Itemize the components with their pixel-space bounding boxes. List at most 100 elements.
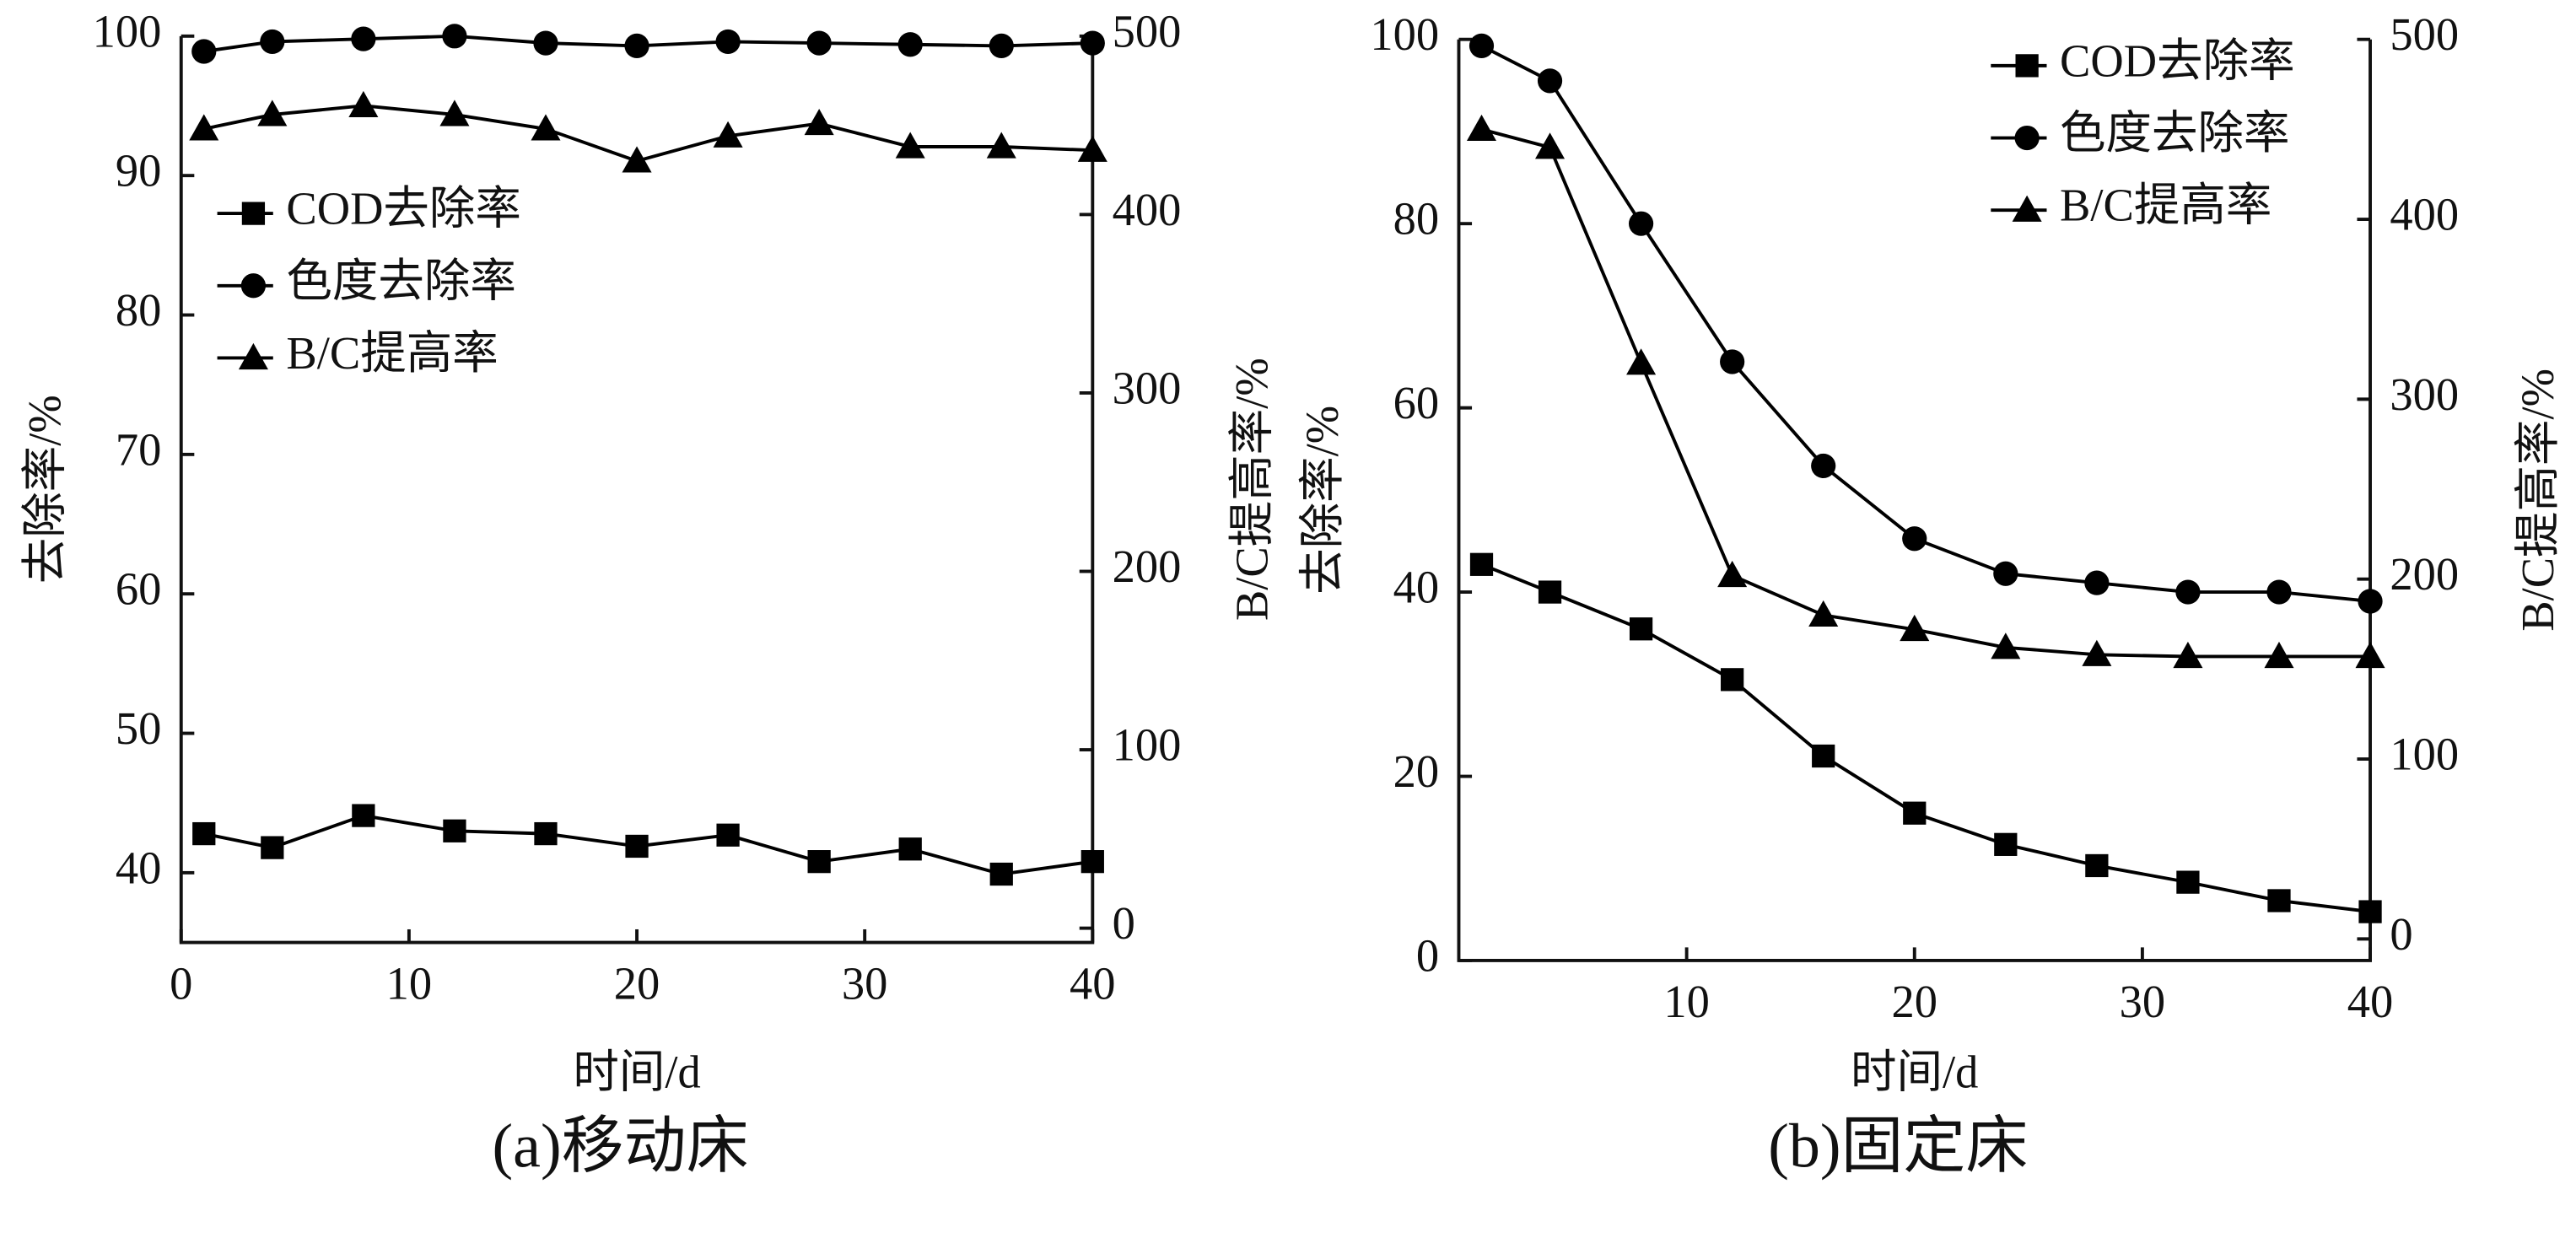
marker-circle [715, 29, 741, 55]
marker-circle [1993, 561, 2018, 586]
x-tick-label: 30 [2120, 976, 2166, 1027]
legend-marker [2015, 54, 2039, 78]
x-tick-label: 40 [2347, 976, 2394, 1027]
marker-square [716, 823, 740, 847]
y2-tick-label: 100 [2390, 729, 2459, 780]
y2-tick-label: 0 [2390, 908, 2412, 960]
marker-square [1994, 832, 2018, 856]
marker-square [2358, 900, 2382, 923]
marker-square [898, 837, 922, 861]
marker-square [1538, 580, 1562, 604]
y2-tick-label: 400 [1113, 184, 1182, 235]
caption: (b)固定床 [1768, 1112, 2028, 1181]
x-axis-label: 时间/d [1851, 1047, 1978, 1098]
marker-square [534, 821, 558, 846]
y-tick-label: 50 [116, 702, 162, 754]
y2-axis-label: B/C提高率/% [1226, 358, 1278, 621]
marker-circle [1720, 349, 1745, 374]
x-tick-label: 30 [842, 958, 888, 1009]
marker-circle [351, 26, 376, 51]
marker-circle [806, 30, 832, 56]
marker-square [807, 850, 831, 874]
marker-triangle [439, 100, 470, 126]
series-line [203, 104, 1093, 163]
x-tick-label: 20 [1892, 976, 1938, 1027]
marker-circle [1537, 68, 1563, 94]
x-tick-label: 20 [614, 958, 660, 1009]
marker-triangle [1626, 348, 1657, 375]
marker-triangle [1991, 632, 2021, 659]
y-tick-label: 80 [1393, 193, 1440, 245]
legend-label: 色度去除率 [2060, 107, 2290, 159]
marker-circle [897, 32, 923, 57]
marker-triangle [257, 100, 288, 126]
marker-square [1081, 850, 1104, 874]
marker-circle [1811, 453, 1836, 479]
y2-tick-label: 100 [1113, 719, 1182, 771]
marker-triangle [622, 146, 652, 173]
marker-triangle [1717, 560, 1748, 588]
y-tick-label: 100 [93, 5, 162, 57]
legend-marker [2012, 195, 2042, 222]
marker-circle [2358, 589, 2383, 614]
caption: (a)移动床 [493, 1112, 749, 1181]
marker-circle [1080, 30, 1105, 56]
x-tick-label: 10 [1663, 976, 1710, 1027]
marker-circle [1469, 33, 1495, 58]
y-tick-label: 100 [1370, 8, 1439, 60]
marker-triangle [531, 114, 561, 141]
y-tick-label: 0 [1416, 929, 1439, 981]
marker-square [192, 821, 216, 846]
marker-square [2267, 889, 2291, 912]
marker-circle [2266, 579, 2292, 605]
y-tick-label: 40 [116, 842, 162, 893]
marker-triangle [2355, 641, 2385, 669]
marker-triangle [895, 132, 925, 159]
marker-circle [2175, 579, 2201, 605]
marker-square [2085, 853, 2109, 878]
marker-circle [533, 30, 558, 56]
legend-marker [2014, 125, 2040, 151]
marker-triangle [2264, 641, 2294, 669]
marker-circle [1628, 211, 1654, 236]
marker-square [261, 836, 284, 859]
y2-tick-label: 300 [1113, 362, 1182, 413]
marker-circle [260, 29, 285, 55]
marker-triangle [2173, 641, 2203, 669]
legend-marker [238, 342, 268, 370]
marker-circle [2084, 570, 2110, 595]
y-tick-label: 60 [1393, 377, 1440, 428]
marker-square [1721, 668, 1744, 692]
marker-triangle [986, 132, 1016, 159]
x-tick-label: 0 [170, 958, 192, 1009]
marker-triangle [189, 114, 219, 141]
legend-label: COD去除率 [286, 183, 521, 234]
marker-square [989, 862, 1013, 886]
marker-circle [191, 39, 217, 64]
y-axis-label: 去除率/% [19, 395, 71, 584]
x-tick-label: 40 [1070, 958, 1116, 1009]
y2-tick-label: 400 [2390, 189, 2459, 240]
marker-circle [442, 24, 467, 49]
marker-square [2176, 870, 2200, 894]
y-tick-label: 90 [116, 145, 162, 196]
marker-circle [624, 33, 649, 59]
y-tick-label: 20 [1393, 745, 1440, 797]
y2-tick-label: 300 [2390, 369, 2459, 420]
marker-triangle [1466, 114, 1497, 142]
legend-label: B/C提高率 [286, 327, 498, 379]
marker-triangle [713, 121, 743, 148]
marker-square [443, 819, 466, 842]
marker-square [352, 804, 375, 827]
x-axis-label: 时间/d [573, 1047, 700, 1098]
marker-triangle [1900, 614, 1930, 642]
y2-tick-label: 200 [2390, 548, 2459, 600]
marker-square [625, 834, 649, 859]
marker-circle [989, 33, 1014, 59]
marker-triangle [2082, 639, 2112, 666]
marker-triangle [1077, 135, 1107, 162]
y-tick-label: 60 [116, 563, 162, 615]
y2-tick-label: 500 [1113, 5, 1182, 57]
legend-label: B/C提高率 [2060, 180, 2272, 231]
